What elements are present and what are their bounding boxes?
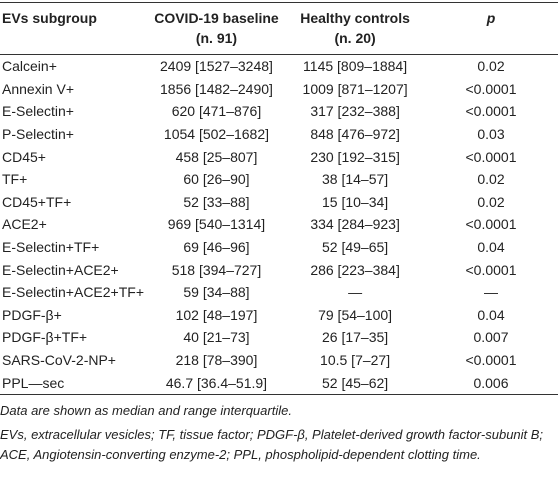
header-cell: p [424, 3, 558, 55]
table-row: PPL—sec 46.7 [36.4–51.9] 52 [45–62] 0.006 [0, 371, 558, 395]
table-cell: 46.7 [36.4–51.9] [165, 374, 268, 391]
table-cell: 0.04 [477, 239, 505, 256]
table-cell: TF+ [2, 171, 28, 188]
table-cell: 0.02 [477, 193, 505, 210]
table-cell: 69 [46–96] [183, 239, 250, 256]
table-row: CD45+TF+ 52 [33–88] 15 [10–34] 0.02 [0, 191, 558, 214]
table-cell: Calcein+ [2, 58, 57, 75]
table-cell: 52 [33–88] [183, 193, 250, 210]
table-row: E-Selectin+ 620 [471–876] 317 [232–388] <0.… [0, 100, 558, 123]
table-cell: <0.0001 [465, 216, 517, 233]
table-row: E-Selectin+ACE2+TF+ 59 [34–88] — — [0, 281, 558, 304]
table-cell: 10.5 [7–27] [320, 352, 391, 369]
table-cell: <0.0001 [465, 352, 517, 369]
table-cell: — [483, 284, 498, 301]
table-cell: 26 [17–35] [322, 329, 389, 346]
table-cell: <0.0001 [465, 148, 517, 165]
header-row: EVs subgroup COVID-19 baseline (n. 91) Hea… [0, 2, 558, 55]
table-cell: 317 [232–388] [310, 103, 400, 120]
table-cell: 38 [14–57] [322, 171, 389, 188]
table-cell: Annexin V+ [2, 80, 74, 97]
table-row: PDGF-β+ 102 [48–197] 79 [54–100] 0.04 [0, 304, 558, 327]
table-cell: 0.006 [473, 374, 509, 391]
table-cell: SARS-CoV-2-NP+ [2, 352, 116, 369]
header-cell: Healthy controls (n. 20) [286, 3, 424, 55]
table-cell: 60 [26–90] [183, 171, 250, 188]
table-cell: 0.02 [477, 58, 505, 75]
table-cell: 848 [476–972] [310, 126, 400, 143]
table-row: Calcein+ 2409 [1527–3248] 1145 [809–1884] 0… [0, 55, 558, 78]
table-row: E-Selectin+TF+ 69 [46–96] 52 [49–65] 0.04 [0, 236, 558, 259]
table-cell: E-Selectin+ACE2+ [2, 261, 119, 278]
table-cell: 1145 [809–1884] [303, 58, 408, 75]
table-cell: <0.0001 [465, 261, 517, 278]
footnote: Data are shown as median and range inter… [0, 402, 292, 418]
table-cell: 969 [540–1314] [167, 216, 266, 233]
table-cell: 52 [49–65] [322, 239, 389, 256]
table-row: Annexin V+ 1856 [1482–2490] 1009 [871–1207… [0, 78, 558, 101]
table-cell: 0.007 [473, 329, 509, 346]
footnotes: Data are shown as median and range inter… [0, 401, 558, 465]
header-text: p [486, 10, 496, 26]
table-cell: <0.0001 [465, 80, 517, 97]
table-cell: CD45+ [2, 148, 46, 165]
table-cell: — [348, 284, 363, 301]
table-cell: 52 [45–62] [322, 374, 389, 391]
table-cell: 79 [54–100] [318, 306, 393, 323]
header-cell: EVs subgroup [2, 10, 97, 26]
table-cell: 1856 [1482–2490] [160, 80, 273, 97]
table-cell: E-Selectin+ACE2+TF+ [2, 284, 145, 301]
table-row: SARS-CoV-2-NP+ 218 [78–390] 10.5 [7–27] <0.… [0, 349, 558, 372]
table-cell: 518 [394–727] [171, 261, 262, 278]
header-cell: COVID-19 baseline (n. 91) [147, 3, 286, 55]
table-cell: 2409 [1527–3248] [160, 58, 273, 75]
table-cell: 620 [471–876] [171, 103, 262, 120]
table-row: PDGF-β+TF+ 40 [21–73] 26 [17–35] 0.007 [0, 326, 558, 349]
table-cell: 0.04 [477, 306, 505, 323]
table-cell: PPL—sec [2, 374, 65, 391]
table-cell: 334 [284–923] [310, 216, 400, 233]
table-row: CD45+ 458 [25–807] 230 [192–315] <0.0001 [0, 145, 558, 168]
table-cell: 15 [10–34] [322, 193, 389, 210]
table-cell: 0.03 [477, 126, 505, 143]
table-cell: 59 [34–88] [183, 284, 250, 301]
table-container: EVs subgroup COVID-19 baseline (n. 91) Hea… [0, 2, 558, 465]
table-cell: 102 [48–197] [175, 306, 258, 323]
table-cell: 458 [25–807] [175, 148, 258, 165]
table-cell: ACE2+ [2, 216, 47, 233]
header-text: COVID-19 baseline (n. 91) [154, 10, 279, 46]
table: EVs subgroup COVID-19 baseline (n. 91) Hea… [0, 2, 558, 395]
table-cell: 1054 [502–1682] [163, 126, 270, 143]
table-row: E-Selectin+ACE2+ 518 [394–727] 286 [223–38… [0, 258, 558, 281]
table-cell: <0.0001 [465, 103, 517, 120]
table-cell: CD45+TF+ [2, 193, 72, 210]
table-cell: 218 [78–390] [175, 352, 258, 369]
table-cell: 230 [192–315] [310, 148, 400, 165]
table-row: TF+ 60 [26–90] 38 [14–57] 0.02 [0, 168, 558, 191]
table-cell: 0.02 [477, 171, 505, 188]
table-cell: 1009 [871–1207] [302, 80, 408, 97]
table-body: Calcein+ 2409 [1527–3248] 1145 [809–1884] 0… [0, 55, 558, 395]
table-cell: E-Selectin+ [2, 103, 74, 120]
table-row: P-Selectin+ 1054 [502–1682] 848 [476–972] 0… [0, 123, 558, 146]
table-cell: PDGF-β+TF+ [2, 329, 88, 346]
table-cell: 40 [21–73] [183, 329, 250, 346]
table-cell: 286 [223–384] [310, 261, 400, 278]
header-text: Healthy controls (n. 20) [300, 10, 410, 46]
footnote: EVs, extracellular vesicles; TF, tissue … [0, 426, 544, 462]
table-cell: E-Selectin+TF+ [2, 239, 100, 256]
table-cell: P-Selectin+ [2, 126, 74, 143]
table-row: ACE2+ 969 [540–1314] 334 [284–923] <0.0001 [0, 213, 558, 236]
table-cell: PDGF-β+ [2, 306, 62, 323]
